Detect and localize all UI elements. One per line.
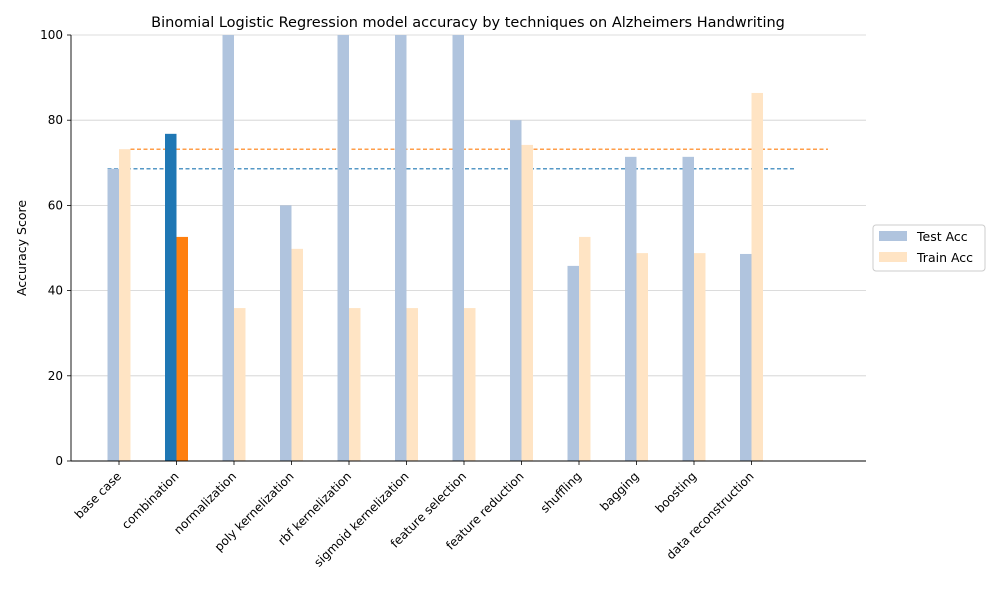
x-tick-label: boosting (653, 469, 700, 516)
bar-test-acc (625, 156, 637, 461)
y-tick-label: 0 (55, 454, 63, 468)
y-axis-label: Accuracy Score (14, 200, 29, 296)
bar-test-acc (222, 35, 234, 461)
bar-train-acc (176, 236, 188, 461)
bar-train-acc (234, 308, 246, 461)
axes (70, 35, 866, 462)
x-tick-label: sigmoid kernelization (311, 469, 411, 569)
legend-label: Train Acc (916, 250, 973, 265)
bar-train-acc (579, 236, 591, 461)
y-ticks: 0 20 40 60 80 100 (40, 28, 71, 468)
bar-train-acc (119, 149, 131, 461)
bar-train-acc (751, 92, 763, 461)
bar-test-acc (510, 120, 522, 461)
bar-train-acc (291, 248, 303, 461)
bar-test-acc (395, 35, 407, 461)
x-tick-label: bagging (597, 469, 641, 513)
legend-swatch (879, 252, 907, 262)
bar-train-acc (349, 308, 361, 461)
bar-train-acc (406, 308, 418, 461)
y-tick-label: 60 (48, 198, 63, 212)
legend-label: Test Acc (916, 229, 968, 244)
legend-swatch (879, 231, 907, 241)
bars (107, 35, 763, 461)
y-tick-label: 100 (40, 28, 63, 42)
y-tick-label: 20 (48, 369, 63, 383)
bar-train-acc (464, 308, 476, 461)
bar-test-acc (165, 133, 177, 461)
bar-train-acc (521, 144, 533, 461)
bar-test-acc (567, 265, 579, 461)
x-tick-label: combination (119, 469, 182, 532)
y-tick-label: 40 (48, 284, 63, 298)
bar-train-acc (636, 253, 648, 461)
x-tick-label: shuffling (538, 469, 584, 515)
bar-test-acc (740, 253, 752, 461)
bar-test-acc (280, 205, 292, 461)
x-tick-label: base case (72, 469, 124, 521)
bar-test-acc (337, 35, 349, 461)
bar-test-acc (452, 35, 464, 461)
y-tick-label: 80 (48, 113, 63, 127)
bar-test-acc (682, 156, 694, 461)
legend: Test Acc Train Acc (872, 224, 986, 272)
bar-test-acc (107, 168, 119, 461)
bar-train-acc (694, 253, 706, 461)
reference-lines (107, 148, 828, 170)
chart-title: Binomial Logistic Regression model accur… (151, 15, 785, 31)
